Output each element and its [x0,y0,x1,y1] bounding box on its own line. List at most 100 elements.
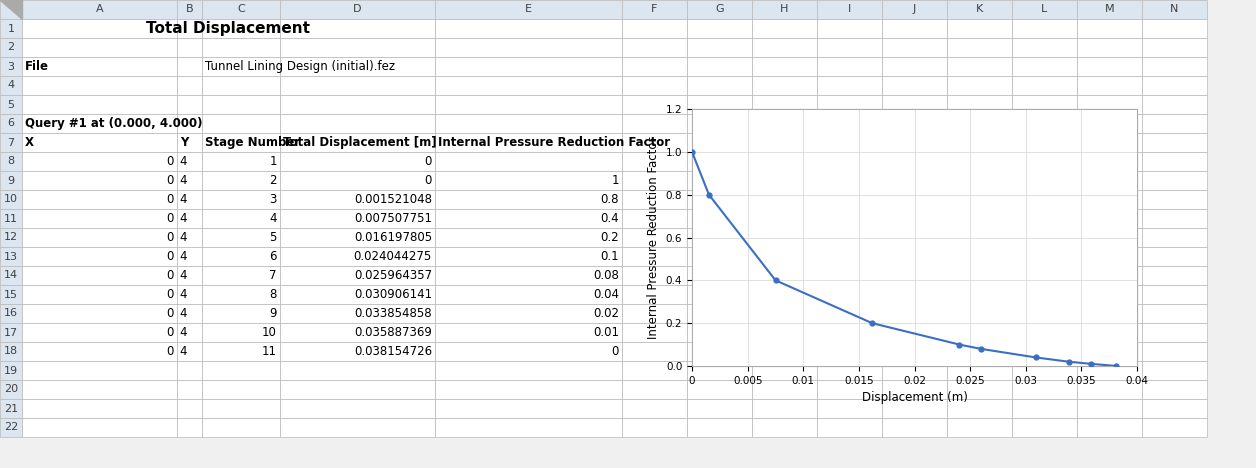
Bar [280,114,435,133]
Bar [202,190,280,209]
Bar [1076,285,1142,304]
Bar [816,76,882,95]
Bar [202,19,280,38]
Bar [23,228,177,247]
Text: 18: 18 [4,346,18,357]
Bar [882,247,947,266]
Bar [1076,57,1142,76]
Bar [816,285,882,304]
Text: 0.001521048: 0.001521048 [354,193,432,206]
Bar [622,38,687,57]
Text: 9: 9 [270,307,278,320]
Bar [947,57,1012,76]
Bar [202,38,280,57]
Text: 4: 4 [180,269,186,282]
Bar [882,361,947,380]
Bar [1012,38,1076,57]
Bar [816,304,882,323]
Bar [435,0,622,19]
Bar [0,209,23,228]
Bar [752,152,816,171]
Bar [23,57,177,76]
Bar [947,209,1012,228]
Bar [622,323,687,342]
Bar [435,76,622,95]
Text: 8: 8 [8,156,15,167]
Bar [622,19,687,38]
X-axis label: Displacement (m): Displacement (m) [862,391,967,404]
Bar [177,38,202,57]
Bar [816,190,882,209]
Bar [752,399,816,418]
Text: 0.02: 0.02 [593,307,619,320]
Text: X: X [25,136,34,149]
Text: 0.1: 0.1 [600,250,619,263]
Bar [0,247,23,266]
Bar [1012,418,1076,437]
Bar [622,152,687,171]
Bar [1142,190,1207,209]
Bar [23,133,177,152]
Bar [882,228,947,247]
Bar [687,57,752,76]
Bar [622,342,687,361]
Bar [882,209,947,228]
Bar [752,228,816,247]
Bar [947,342,1012,361]
Bar [280,76,435,95]
Text: A: A [95,5,103,15]
Bar [23,152,177,171]
Bar [280,171,435,190]
Bar [23,342,177,361]
Text: 1: 1 [8,23,15,34]
Bar [1076,247,1142,266]
Bar [882,152,947,171]
Bar [0,380,23,399]
Text: 0: 0 [167,288,175,301]
Bar [687,19,752,38]
Bar [280,57,435,76]
Bar [435,266,622,285]
Bar [202,57,280,76]
Bar [752,323,816,342]
Text: 0.04: 0.04 [593,288,619,301]
Bar [947,399,1012,418]
Bar [202,342,280,361]
Text: C: C [237,5,245,15]
Bar [687,0,752,19]
Bar [0,323,23,342]
Text: 4: 4 [8,80,15,90]
Bar [1142,304,1207,323]
Bar [1076,418,1142,437]
Bar [1142,0,1207,19]
Bar [202,304,280,323]
Bar [23,361,177,380]
Bar [1012,342,1076,361]
Bar [435,209,622,228]
Bar [687,133,752,152]
Bar [1012,285,1076,304]
Bar [622,266,687,285]
Text: F: F [652,5,658,15]
Text: Y: Y [180,136,188,149]
Bar [947,247,1012,266]
Bar [177,19,202,38]
Polygon shape [0,0,23,19]
Bar [816,361,882,380]
Text: 5: 5 [270,231,278,244]
Text: 5: 5 [8,100,15,110]
Bar [947,266,1012,285]
Bar [202,152,280,171]
Bar [1142,38,1207,57]
Bar [177,171,202,190]
Bar [882,171,947,190]
Bar [1076,361,1142,380]
Bar [947,190,1012,209]
Bar [435,171,622,190]
Text: 4: 4 [180,212,186,225]
Text: 13: 13 [4,251,18,262]
Bar [1076,399,1142,418]
Text: J: J [913,5,916,15]
Bar [622,171,687,190]
Bar [1076,133,1142,152]
